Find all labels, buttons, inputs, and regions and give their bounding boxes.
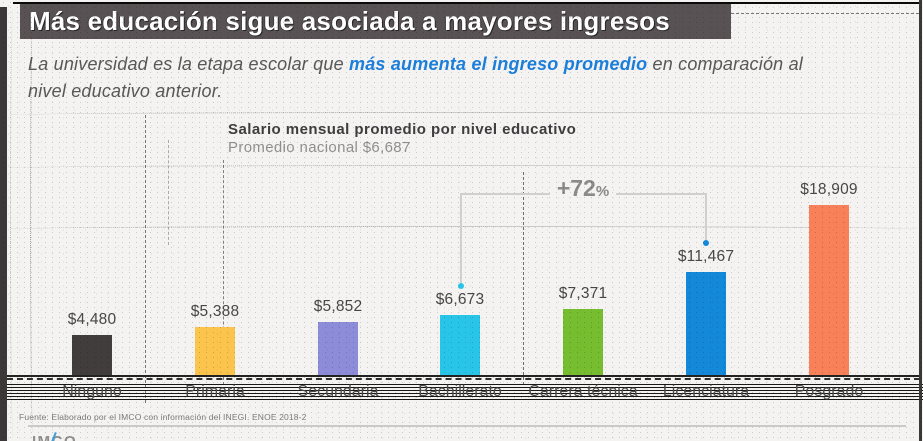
subtitle-text-line2: nivel educativo anterior. xyxy=(28,81,223,101)
bar-value-label-carrera-tecnica: $7,371 xyxy=(558,285,608,302)
frame-left-border xyxy=(0,7,7,441)
bar-value-label-ninguno: $4,480 xyxy=(67,311,117,328)
bar-value-label-posgrado: $18,909 xyxy=(800,181,858,198)
axis-label-primaria: Primaria xyxy=(185,383,245,400)
frame-top-border xyxy=(13,2,921,4)
axis-label-secundaria: Secundaria xyxy=(297,383,379,400)
frame-right-border xyxy=(919,0,922,441)
bar-value-label-primaria: $5,388 xyxy=(190,303,240,320)
subtitle-text-pre: La universidad es la etapa escolar que xyxy=(28,54,350,74)
chart-subtitle: Promedio nacional $6,687 xyxy=(228,139,411,156)
annotation-percent-sign: % xyxy=(595,183,610,200)
axis-label-stripes xyxy=(0,384,923,401)
subtitle-highlight: más aumenta el ingreso promedio xyxy=(349,54,648,74)
annotation-label: +72% xyxy=(549,175,617,203)
bracket-right-line xyxy=(705,193,707,240)
axis-label-carrera-tecnica: Carrera técnica xyxy=(528,383,638,400)
axis-label-bachillerato: Bachillerato xyxy=(418,383,502,400)
bar-bachillerato xyxy=(440,315,480,375)
x-axis-line xyxy=(7,375,920,377)
bracket-dot-bachillerato xyxy=(458,283,464,289)
bar-secundaria xyxy=(318,322,358,375)
bar-licenciatura xyxy=(686,272,726,375)
bar-ninguno xyxy=(72,335,112,375)
chart-title: Salario mensual promedio por nivel educa… xyxy=(228,121,577,138)
bar-posgrado xyxy=(809,205,849,375)
slide-title: Más educación sigue asociada a mayores i… xyxy=(29,6,670,36)
footer-divider xyxy=(28,425,906,427)
bar-value-label-secundaria: $5,852 xyxy=(313,298,363,315)
bar-primaria xyxy=(195,327,235,375)
x-axis-dashed-line xyxy=(7,378,920,380)
annotation-72pct: +72% xyxy=(460,177,706,203)
annotation-value: +72 xyxy=(556,175,596,201)
bracket-left-line xyxy=(460,193,462,283)
slide-title-bar: Más educación sigue asociada a mayores i… xyxy=(20,4,731,39)
bracket-dot-licenciatura xyxy=(703,240,709,246)
subtitle-text-post: en comparación al xyxy=(647,54,803,74)
bar-value-label-licenciatura: $11,467 xyxy=(677,248,735,265)
bar-carrera-tecnica xyxy=(563,309,603,375)
axis-label-ninguno: Ninguno xyxy=(62,383,122,400)
bar-value-label-bachillerato: $6,673 xyxy=(435,291,485,308)
axis-label-posgrado: Posgrado xyxy=(794,383,864,400)
axis-label-licenciatura: Licenciatura xyxy=(662,383,750,400)
slide-subtitle: La universidad es la etapa escolar que m… xyxy=(28,51,896,105)
source-note: Fuente: Elaborado por el IMCO con inform… xyxy=(19,412,307,422)
